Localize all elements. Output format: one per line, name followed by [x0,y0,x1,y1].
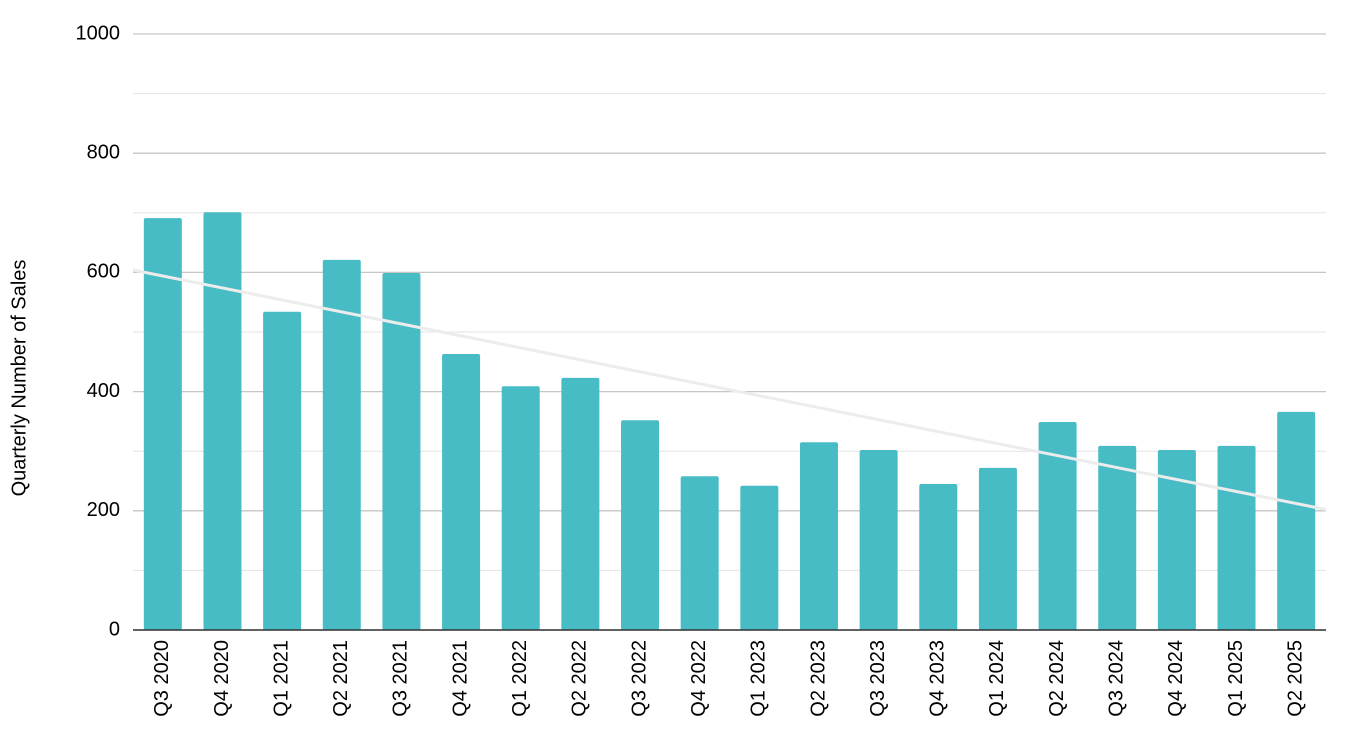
y-tick-label: 200 [87,499,120,521]
bar [978,467,1017,630]
bar [561,377,600,630]
x-tick-label: Q2 2024 [1046,640,1068,717]
bar [1157,450,1196,630]
bar [382,272,421,630]
x-tick-label: Q4 2021 [449,640,471,717]
x-tick-label: Q3 2020 [151,640,173,717]
bar [1038,421,1077,630]
x-tick-label: Q3 2024 [1106,640,1128,717]
bar [203,212,242,631]
y-tick-label: 800 [87,141,120,163]
x-tick-label: Q2 2021 [330,640,352,717]
bar [740,485,779,630]
x-tick-label: Q1 2024 [986,640,1008,717]
x-tick-label: Q4 2022 [688,640,710,717]
x-tick-label: Q4 2023 [927,640,949,717]
x-tick-label: Q4 2020 [211,640,233,717]
bar [501,386,540,630]
y-tick-label: 600 [87,261,120,283]
x-tick-label: Q2 2023 [807,640,829,717]
bar [1098,445,1137,630]
bar [442,354,481,630]
y-tick-label: 1000 [76,22,121,44]
bar [1217,445,1256,630]
x-tick-label: Q1 2023 [748,640,770,717]
y-tick-label: 400 [87,380,120,402]
x-tick-label: Q3 2021 [390,640,412,717]
bar [919,483,958,630]
x-tick-label: Q1 2022 [509,640,531,717]
x-tick-label: Q2 2025 [1284,640,1306,717]
x-tick-label: Q1 2021 [270,640,292,717]
x-tick-label: Q3 2022 [628,640,650,717]
bar [859,450,898,630]
x-tick-label: Q2 2022 [569,640,591,717]
bar [322,259,361,630]
bar [799,442,838,630]
bar [680,476,719,630]
bar [1277,411,1316,630]
x-tick-label: Q3 2023 [867,640,889,717]
bar [143,218,182,630]
x-tick-label: Q4 2024 [1165,640,1187,717]
trend-line [132,268,1327,511]
x-tick-label: Q1 2025 [1225,640,1247,717]
bar [621,420,660,630]
y-axis-title: Quarterly Number of Sales [8,260,30,497]
bar [263,311,302,630]
y-tick-label: 0 [109,618,120,640]
